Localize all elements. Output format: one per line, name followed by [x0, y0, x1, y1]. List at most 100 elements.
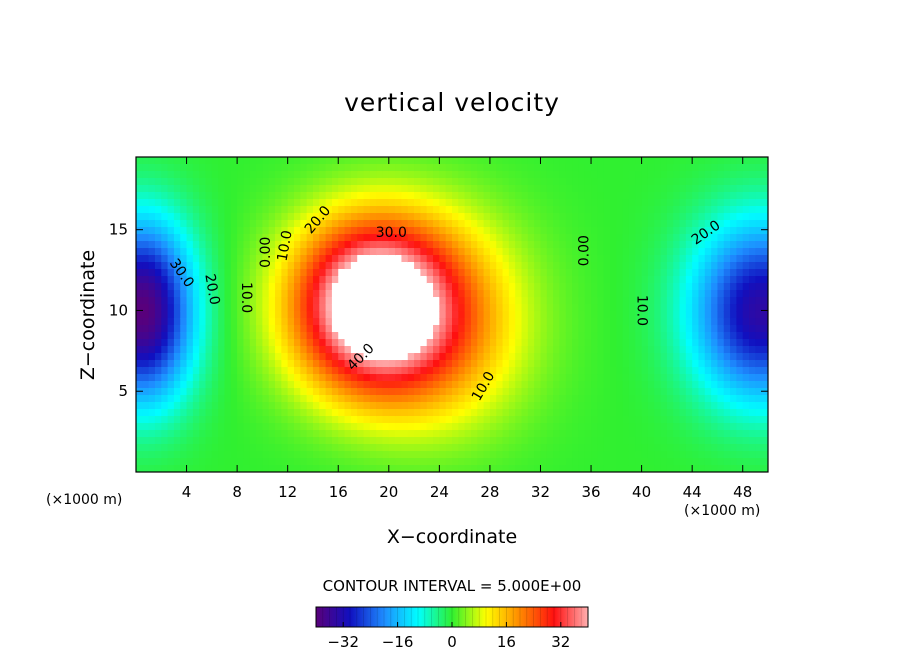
field-cell [243, 325, 251, 333]
field-cell [433, 437, 440, 445]
field-cell [717, 192, 725, 200]
field-cell [445, 185, 453, 193]
field-cell [445, 164, 453, 172]
field-cell [470, 199, 478, 207]
field-cell [622, 234, 630, 242]
field-cell [730, 178, 737, 186]
field-cell [243, 157, 251, 165]
field-cell [249, 430, 257, 438]
field-cell [578, 304, 586, 312]
field-cell [628, 227, 636, 235]
field-cell [628, 220, 636, 228]
field-cell [723, 437, 731, 445]
field-cell [294, 185, 301, 193]
field-cell [742, 227, 750, 235]
field-cell [666, 318, 674, 326]
field-cell [527, 395, 535, 403]
field-cell [211, 178, 219, 186]
field-cell [685, 318, 693, 326]
field-cell [224, 381, 232, 389]
field-cell [641, 346, 649, 354]
field-cell [496, 227, 504, 235]
field-cell [521, 276, 529, 284]
field-cell [180, 332, 188, 340]
field-cell [401, 213, 409, 221]
field-cell [628, 353, 636, 361]
field-cell [742, 255, 750, 263]
field-cell [477, 360, 485, 368]
field-cell [319, 325, 327, 333]
field-cell [749, 213, 756, 221]
field-cell [534, 269, 542, 277]
field-cell [647, 318, 655, 326]
field-cell [489, 255, 497, 263]
field-cell [287, 171, 295, 179]
field-cell [243, 430, 251, 438]
field-cell [319, 416, 327, 424]
field-cell [382, 332, 390, 340]
field-cell [382, 283, 390, 291]
field-cell [489, 178, 497, 186]
field-cell [325, 227, 333, 235]
field-cell [173, 248, 181, 256]
field-cell [597, 283, 605, 291]
field-cell [268, 388, 276, 396]
field-cell [445, 381, 453, 389]
field-cell [249, 283, 257, 291]
field-cell [483, 325, 491, 333]
field-cell [546, 304, 554, 312]
field-cell [755, 451, 763, 459]
field-cell [628, 458, 636, 466]
field-cell [704, 164, 712, 172]
field-cell [439, 185, 447, 193]
field-cell [376, 437, 384, 445]
field-cell [445, 269, 453, 277]
field-cell [616, 339, 624, 347]
field-cell [243, 269, 251, 277]
field-cell [660, 311, 668, 319]
field-cell [673, 311, 681, 319]
field-cell [173, 409, 181, 417]
field-cell [635, 325, 643, 333]
field-cell [673, 164, 681, 172]
field-cell [666, 395, 674, 403]
field-cell [395, 416, 403, 424]
field-cell [414, 353, 421, 361]
field-cell [761, 437, 768, 445]
field-cell [414, 339, 421, 347]
field-cell [749, 395, 756, 403]
field-cell [281, 192, 289, 200]
field-cell [666, 339, 674, 347]
field-cell [622, 458, 630, 466]
field-cell [654, 171, 662, 179]
field-cell [369, 304, 377, 312]
field-cell [173, 283, 181, 291]
x-tick-label: 4 [182, 483, 192, 501]
field-cell [464, 311, 472, 319]
field-cell [268, 234, 276, 242]
field-cell [186, 311, 194, 319]
field-cell [426, 402, 434, 410]
field-cell [363, 353, 371, 361]
field-cell [755, 388, 763, 396]
field-cell [458, 192, 466, 200]
field-cell [376, 164, 384, 172]
field-cell [192, 178, 200, 186]
field-cell [275, 164, 282, 172]
field-cell [597, 227, 605, 235]
field-cell [325, 388, 333, 396]
field-cell [489, 381, 497, 389]
field-cell [445, 311, 453, 319]
field-cell [496, 423, 504, 431]
field-cell [148, 304, 156, 312]
field-cell [641, 269, 649, 277]
field-cell [496, 297, 504, 305]
field-cell [312, 276, 320, 284]
field-cell [136, 451, 143, 459]
field-cell [256, 325, 263, 333]
field-cell [224, 332, 232, 340]
field-cell [237, 178, 245, 186]
field-cell [414, 220, 421, 228]
field-cell [546, 192, 554, 200]
field-cell [489, 304, 497, 312]
